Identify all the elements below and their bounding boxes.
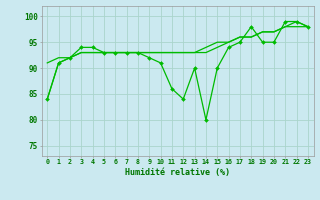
X-axis label: Humidité relative (%): Humidité relative (%) <box>125 168 230 177</box>
